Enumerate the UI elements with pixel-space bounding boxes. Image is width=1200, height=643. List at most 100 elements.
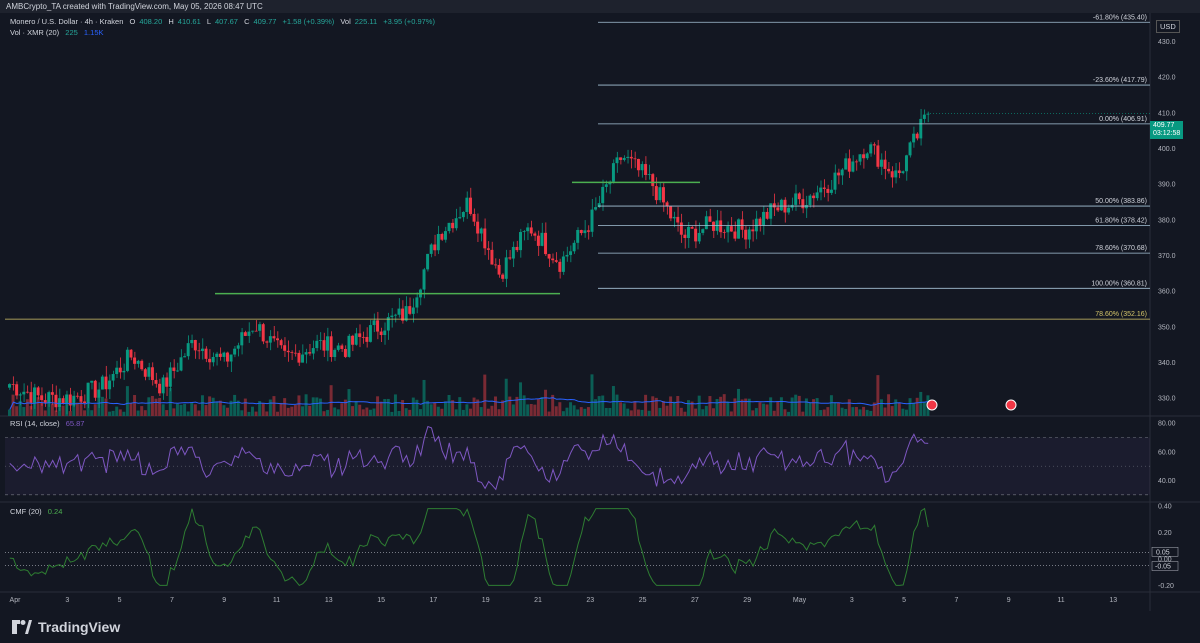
candle-body	[108, 380, 112, 390]
candle-body	[308, 352, 312, 354]
volume-bar	[647, 410, 651, 416]
candle-body	[862, 154, 866, 159]
volume-bar	[383, 399, 387, 416]
candle-body	[572, 242, 576, 252]
candle-body	[93, 380, 97, 398]
volume-value: 225.11	[354, 17, 378, 26]
candle-body	[204, 348, 208, 359]
candle-body	[8, 384, 11, 388]
volume-bar	[497, 409, 501, 416]
candle-body	[797, 193, 801, 200]
volume-bar	[75, 402, 79, 416]
time-tick-label: 15	[377, 597, 385, 604]
volume-bar	[765, 404, 769, 416]
volume-bar	[501, 400, 505, 416]
tradingview-logo[interactable]: TradingView	[12, 619, 120, 635]
volume-bar	[58, 407, 62, 416]
volume-bar	[215, 401, 219, 416]
candle-body	[447, 222, 451, 232]
volume-bar	[565, 407, 569, 416]
volume-bar	[447, 394, 451, 416]
candle-body	[111, 374, 115, 381]
volume-bar	[61, 405, 65, 416]
volume-bar	[211, 397, 215, 416]
candle-body	[536, 235, 540, 246]
candle-body	[679, 222, 683, 235]
volume-bar	[915, 397, 919, 416]
volume-bar	[365, 407, 369, 416]
price-chart[interactable]: 330.0 340.0 350.0 360.0 370.0 380.0 390.0 400.0…	[0, 13, 1200, 611]
volume-bar	[318, 398, 322, 416]
candle-body	[90, 380, 94, 383]
candle-body	[844, 158, 848, 170]
candle-body	[118, 367, 122, 373]
candle-body	[354, 333, 358, 345]
currency-selector[interactable]: USD	[1156, 20, 1180, 33]
candle-body	[837, 172, 841, 176]
candle-body	[440, 233, 444, 240]
volume-bar	[608, 407, 612, 416]
candle-body	[240, 332, 244, 346]
candle-body	[865, 153, 869, 159]
volume-bar	[43, 410, 47, 416]
candle-body	[379, 331, 383, 336]
volume-bar	[129, 403, 133, 416]
volume-bar	[8, 409, 11, 416]
volume-bar	[783, 409, 787, 416]
candle-body	[150, 367, 154, 381]
candle-body	[68, 394, 72, 406]
volume-bar	[701, 409, 705, 416]
volume-bar	[694, 408, 698, 416]
volume-bar	[386, 398, 390, 416]
volume-bar	[283, 398, 287, 416]
candle-body	[115, 367, 119, 375]
volume-bar	[83, 410, 87, 416]
volume-bar	[326, 409, 330, 416]
candle-body	[604, 184, 608, 187]
candle-body	[340, 345, 344, 349]
volume-bar	[722, 394, 726, 416]
volume-bar	[719, 396, 723, 416]
candle-body	[529, 227, 533, 234]
volume-bar	[540, 397, 544, 416]
volume-bar	[172, 408, 176, 416]
candle-body	[301, 354, 305, 363]
price-tick-label: 340.0	[1158, 360, 1176, 367]
volume-bar	[737, 388, 740, 416]
volume-bar	[197, 410, 201, 416]
candle-body	[683, 234, 687, 238]
candle-body	[669, 206, 673, 219]
volume-bar	[515, 396, 519, 416]
time-tick-label: 11	[273, 597, 280, 604]
volume-bar	[865, 409, 869, 416]
candle-body	[451, 222, 455, 229]
price-tick-label: 370.0	[1158, 253, 1176, 260]
candle-body	[597, 203, 601, 208]
tradingview-logo-icon	[12, 620, 32, 634]
price-tick-label: 350.0	[1158, 324, 1176, 331]
candle-body	[343, 348, 347, 357]
candle-body	[172, 367, 176, 371]
volume-bar	[686, 400, 690, 416]
volume-bar	[18, 400, 22, 416]
candle-body	[175, 370, 179, 372]
attribution-text: AMBCrypto_TA created with TradingView.co…	[6, 2, 263, 11]
candle-body	[104, 376, 108, 390]
time-tick-label: Apr	[10, 597, 22, 604]
volume-bar	[33, 401, 36, 416]
price-tick-label: 400.0	[1158, 146, 1176, 153]
candle-body	[544, 232, 548, 255]
candle-body	[283, 345, 287, 351]
volume-bar	[254, 411, 258, 416]
volume-bar	[758, 402, 762, 416]
volume-bar	[25, 399, 29, 416]
volume-bar	[561, 411, 565, 416]
volume-change: +3.95 (+0.97%)	[383, 17, 435, 26]
volume-bar	[165, 410, 169, 416]
volume-bar	[558, 402, 562, 416]
volume-bar	[290, 406, 294, 416]
volume-label: Vol	[340, 17, 351, 26]
volume-bar	[415, 399, 419, 416]
close-label: C	[244, 17, 250, 26]
volume-bar	[908, 398, 912, 416]
